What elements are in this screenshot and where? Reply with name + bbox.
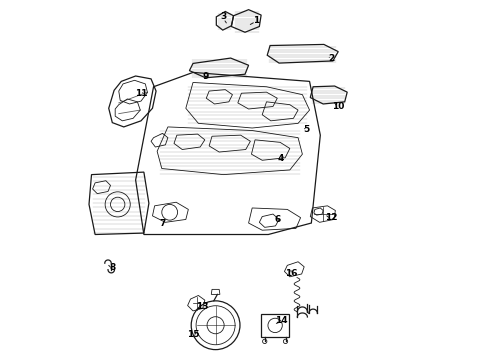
- Text: 12: 12: [325, 213, 337, 222]
- Text: 4: 4: [278, 154, 284, 163]
- Text: 16: 16: [285, 269, 298, 278]
- Text: 10: 10: [332, 102, 344, 111]
- Text: 6: 6: [274, 215, 280, 224]
- Text: 11: 11: [135, 89, 147, 98]
- Bar: [261, 314, 289, 337]
- Text: 8: 8: [109, 264, 116, 273]
- Text: 5: 5: [303, 125, 309, 134]
- Text: 13: 13: [196, 302, 208, 311]
- Text: 15: 15: [187, 330, 199, 339]
- Text: 3: 3: [220, 12, 226, 21]
- Text: 1: 1: [253, 16, 259, 25]
- Text: 9: 9: [202, 72, 209, 81]
- Text: 14: 14: [274, 316, 287, 325]
- Text: 7: 7: [159, 219, 166, 228]
- Text: 2: 2: [328, 54, 334, 63]
